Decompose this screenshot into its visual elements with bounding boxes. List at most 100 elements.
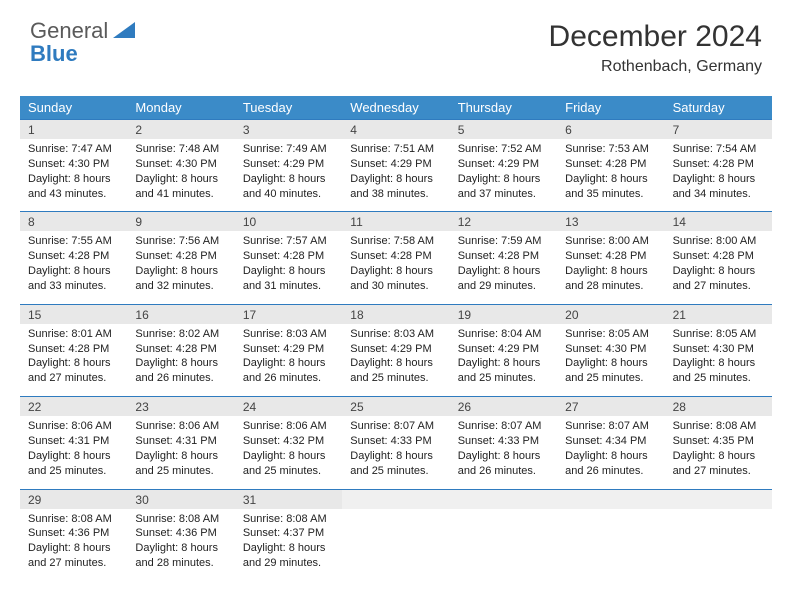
day-content-cell: Sunrise: 8:05 AMSunset: 4:30 PMDaylight:…	[665, 324, 772, 396]
day-content-cell: Sunrise: 8:02 AMSunset: 4:28 PMDaylight:…	[127, 324, 234, 396]
day-number-cell: 26	[450, 396, 557, 416]
daylight-text: Daylight: 8 hours and 29 minutes.	[458, 264, 549, 294]
sunrise-text: Sunrise: 8:03 AM	[350, 327, 441, 342]
sunset-text: Sunset: 4:29 PM	[243, 342, 334, 357]
week-number-row: 293031	[20, 489, 772, 509]
sunset-text: Sunset: 4:29 PM	[458, 342, 549, 357]
daylight-text: Daylight: 8 hours and 25 minutes.	[350, 356, 441, 386]
week-content-row: Sunrise: 8:08 AMSunset: 4:36 PMDaylight:…	[20, 509, 772, 581]
day-content-cell: Sunrise: 7:53 AMSunset: 4:28 PMDaylight:…	[557, 139, 664, 211]
sunrise-text: Sunrise: 8:03 AM	[243, 327, 334, 342]
sunset-text: Sunset: 4:31 PM	[28, 434, 119, 449]
sunset-text: Sunset: 4:28 PM	[458, 249, 549, 264]
daylight-text: Daylight: 8 hours and 27 minutes.	[28, 356, 119, 386]
daylight-text: Daylight: 8 hours and 25 minutes.	[243, 449, 334, 479]
day-content-cell: Sunrise: 7:51 AMSunset: 4:29 PMDaylight:…	[342, 139, 449, 211]
daylight-text: Daylight: 8 hours and 38 minutes.	[350, 172, 441, 202]
sunset-text: Sunset: 4:28 PM	[135, 249, 226, 264]
day-content-cell: Sunrise: 8:03 AMSunset: 4:29 PMDaylight:…	[235, 324, 342, 396]
day-number-cell	[450, 489, 557, 509]
sunrise-text: Sunrise: 7:59 AM	[458, 234, 549, 249]
sunrise-text: Sunrise: 7:55 AM	[28, 234, 119, 249]
location: Rothenbach, Germany	[549, 58, 762, 76]
day-content-cell	[450, 509, 557, 581]
sunrise-text: Sunrise: 8:08 AM	[135, 512, 226, 527]
day-content-cell: Sunrise: 8:08 AMSunset: 4:35 PMDaylight:…	[665, 416, 772, 488]
day-content-cell: Sunrise: 7:48 AMSunset: 4:30 PMDaylight:…	[127, 139, 234, 211]
sunrise-text: Sunrise: 7:48 AM	[135, 142, 226, 157]
sunrise-text: Sunrise: 7:47 AM	[28, 142, 119, 157]
sunrise-text: Sunrise: 8:05 AM	[673, 327, 764, 342]
day-content-cell: Sunrise: 7:56 AMSunset: 4:28 PMDaylight:…	[127, 231, 234, 303]
day-number-cell: 3	[235, 119, 342, 139]
day-number-cell: 23	[127, 396, 234, 416]
sunrise-text: Sunrise: 8:08 AM	[243, 512, 334, 527]
sunset-text: Sunset: 4:29 PM	[243, 157, 334, 172]
sunrise-text: Sunrise: 8:08 AM	[673, 419, 764, 434]
week-number-row: 1234567	[20, 119, 772, 139]
day-content-cell	[557, 509, 664, 581]
daylight-text: Daylight: 8 hours and 25 minutes.	[350, 449, 441, 479]
sunset-text: Sunset: 4:29 PM	[458, 157, 549, 172]
day-number-cell: 31	[235, 489, 342, 509]
sunset-text: Sunset: 4:33 PM	[458, 434, 549, 449]
day-number-cell: 22	[20, 396, 127, 416]
sunrise-text: Sunrise: 7:56 AM	[135, 234, 226, 249]
sunset-text: Sunset: 4:35 PM	[673, 434, 764, 449]
week-content-row: Sunrise: 7:55 AMSunset: 4:28 PMDaylight:…	[20, 231, 772, 303]
day-number-cell: 18	[342, 304, 449, 324]
sunset-text: Sunset: 4:30 PM	[565, 342, 656, 357]
logo: General Blue	[30, 20, 135, 66]
day-number-cell: 20	[557, 304, 664, 324]
daylight-text: Daylight: 8 hours and 25 minutes.	[135, 449, 226, 479]
day-number-cell: 10	[235, 211, 342, 231]
day-content-cell	[665, 509, 772, 581]
logo-text-blue: Blue	[30, 41, 78, 66]
day-content-cell: Sunrise: 8:03 AMSunset: 4:29 PMDaylight:…	[342, 324, 449, 396]
day-number-cell: 30	[127, 489, 234, 509]
sunrise-text: Sunrise: 7:58 AM	[350, 234, 441, 249]
logo-text-general: General	[30, 18, 108, 43]
day-number-cell: 8	[20, 211, 127, 231]
sunset-text: Sunset: 4:28 PM	[565, 157, 656, 172]
day-number-cell: 11	[342, 211, 449, 231]
sunset-text: Sunset: 4:32 PM	[243, 434, 334, 449]
sunset-text: Sunset: 4:28 PM	[28, 342, 119, 357]
daylight-text: Daylight: 8 hours and 32 minutes.	[135, 264, 226, 294]
sunrise-text: Sunrise: 8:05 AM	[565, 327, 656, 342]
day-number-cell: 25	[342, 396, 449, 416]
daylight-text: Daylight: 8 hours and 41 minutes.	[135, 172, 226, 202]
day-number-cell: 21	[665, 304, 772, 324]
day-content-cell: Sunrise: 8:07 AMSunset: 4:34 PMDaylight:…	[557, 416, 664, 488]
sunrise-text: Sunrise: 8:00 AM	[565, 234, 656, 249]
sunrise-text: Sunrise: 8:07 AM	[458, 419, 549, 434]
calendar: SundayMondayTuesdayWednesdayThursdayFrid…	[20, 96, 772, 581]
daylight-text: Daylight: 8 hours and 27 minutes.	[673, 449, 764, 479]
day-header-row: SundayMondayTuesdayWednesdayThursdayFrid…	[20, 96, 772, 119]
sunset-text: Sunset: 4:28 PM	[565, 249, 656, 264]
day-header-cell: Saturday	[665, 96, 772, 119]
day-number-cell: 4	[342, 119, 449, 139]
sunset-text: Sunset: 4:36 PM	[28, 526, 119, 541]
day-number-cell: 28	[665, 396, 772, 416]
day-content-cell: Sunrise: 8:04 AMSunset: 4:29 PMDaylight:…	[450, 324, 557, 396]
day-content-cell: Sunrise: 7:58 AMSunset: 4:28 PMDaylight:…	[342, 231, 449, 303]
day-content-cell: Sunrise: 7:55 AMSunset: 4:28 PMDaylight:…	[20, 231, 127, 303]
sunrise-text: Sunrise: 7:54 AM	[673, 142, 764, 157]
day-header-cell: Sunday	[20, 96, 127, 119]
day-content-cell	[342, 509, 449, 581]
day-content-cell: Sunrise: 8:08 AMSunset: 4:36 PMDaylight:…	[20, 509, 127, 581]
day-content-cell: Sunrise: 8:05 AMSunset: 4:30 PMDaylight:…	[557, 324, 664, 396]
day-content-cell: Sunrise: 8:00 AMSunset: 4:28 PMDaylight:…	[665, 231, 772, 303]
day-header-cell: Thursday	[450, 96, 557, 119]
sunrise-text: Sunrise: 7:51 AM	[350, 142, 441, 157]
daylight-text: Daylight: 8 hours and 40 minutes.	[243, 172, 334, 202]
daylight-text: Daylight: 8 hours and 26 minutes.	[565, 449, 656, 479]
day-content-cell: Sunrise: 8:06 AMSunset: 4:31 PMDaylight:…	[127, 416, 234, 488]
day-number-cell: 7	[665, 119, 772, 139]
week-content-row: Sunrise: 7:47 AMSunset: 4:30 PMDaylight:…	[20, 139, 772, 211]
sunset-text: Sunset: 4:28 PM	[28, 249, 119, 264]
daylight-text: Daylight: 8 hours and 25 minutes.	[673, 356, 764, 386]
sunset-text: Sunset: 4:28 PM	[673, 157, 764, 172]
daylight-text: Daylight: 8 hours and 27 minutes.	[673, 264, 764, 294]
